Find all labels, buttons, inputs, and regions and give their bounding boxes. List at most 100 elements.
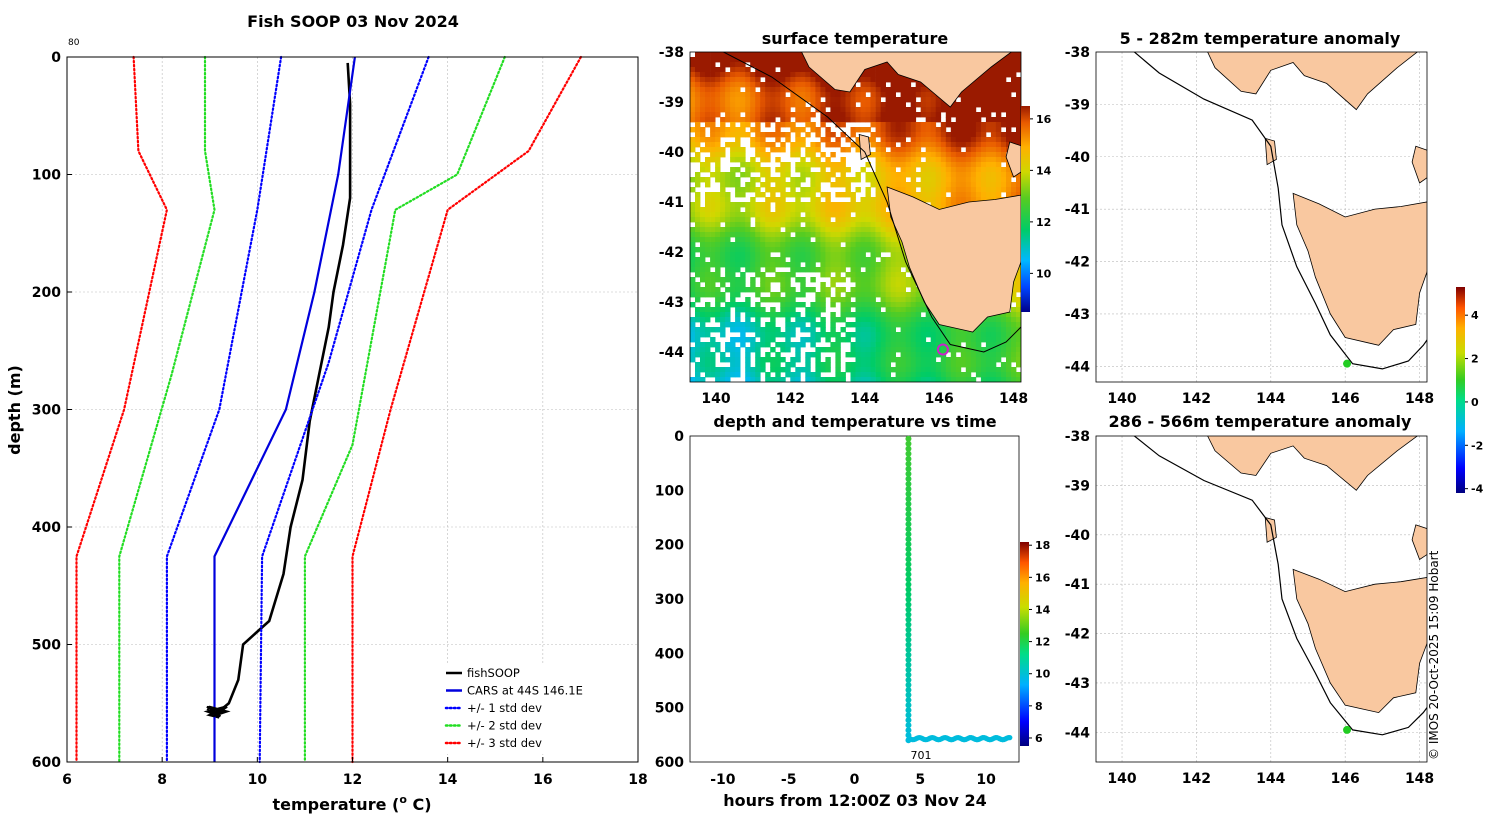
sst-cell bbox=[790, 297, 796, 303]
sst-cell bbox=[855, 117, 861, 123]
sst-cell bbox=[720, 202, 726, 208]
sst-cell bbox=[915, 327, 922, 333]
sst-cell bbox=[930, 132, 937, 138]
sst-cell bbox=[770, 347, 776, 353]
sst-cell bbox=[965, 182, 972, 188]
sst-cell bbox=[845, 332, 851, 338]
sst-cell bbox=[905, 357, 912, 363]
sst-cell bbox=[810, 97, 816, 103]
sst-cell bbox=[820, 137, 826, 143]
sst-cell bbox=[1016, 117, 1021, 123]
sst-cell bbox=[975, 352, 982, 358]
sst-cell bbox=[705, 112, 711, 118]
sst-cell bbox=[1006, 172, 1012, 178]
sst-cell bbox=[775, 277, 781, 283]
anomaly-colorbar bbox=[1456, 287, 1465, 493]
sst-cell bbox=[860, 297, 866, 303]
sst-cell bbox=[875, 82, 881, 88]
sst-cell bbox=[950, 167, 957, 173]
sst-cell bbox=[885, 87, 891, 93]
sst-cell bbox=[925, 97, 932, 103]
sst-cell bbox=[845, 292, 851, 298]
sst-cell bbox=[755, 77, 761, 83]
sst-cell bbox=[975, 132, 982, 138]
sst-cell bbox=[1006, 67, 1012, 73]
sst-cell bbox=[690, 102, 696, 108]
legend-label: +/- 3 std dev bbox=[467, 736, 542, 750]
sst-cell bbox=[740, 322, 746, 328]
sst-cell bbox=[1000, 172, 1007, 178]
sst-cell bbox=[840, 227, 846, 233]
sst-cell bbox=[975, 122, 982, 128]
sst-cell bbox=[1000, 117, 1007, 123]
sst-cell bbox=[900, 347, 906, 353]
sst-cell bbox=[750, 117, 756, 123]
sst-cell bbox=[860, 332, 866, 338]
sst-cell bbox=[910, 157, 917, 163]
time-point bbox=[905, 551, 912, 558]
sst-cell bbox=[900, 167, 906, 173]
sst-cell bbox=[800, 117, 806, 123]
sst-cell bbox=[830, 162, 836, 168]
sst-cell bbox=[705, 52, 711, 58]
sst-cell bbox=[995, 137, 1002, 143]
sst-cell bbox=[875, 322, 881, 328]
sst-cell bbox=[895, 347, 901, 353]
sst-cell bbox=[700, 212, 706, 218]
sst-cell bbox=[795, 57, 801, 63]
sst-cell bbox=[830, 342, 836, 348]
time-point bbox=[905, 687, 912, 694]
sst-cell bbox=[850, 222, 856, 228]
sst-cell bbox=[945, 177, 952, 183]
sst-cell bbox=[960, 107, 967, 113]
sst-cell bbox=[710, 287, 716, 293]
sst-cell bbox=[740, 282, 746, 288]
sst-cell bbox=[905, 142, 912, 148]
sst-cell bbox=[1011, 187, 1017, 193]
sst-cell bbox=[810, 207, 816, 213]
sst-cell bbox=[890, 272, 896, 278]
sst-cell bbox=[875, 302, 881, 308]
sst-cell bbox=[715, 212, 721, 218]
sst-cell bbox=[920, 337, 927, 343]
sst-cell bbox=[780, 182, 786, 188]
sst-cell bbox=[790, 102, 796, 108]
sst-cell bbox=[755, 217, 761, 223]
sst-cell bbox=[720, 257, 726, 263]
sst-cell bbox=[755, 92, 761, 98]
sst-cell bbox=[860, 207, 866, 213]
sst-cell bbox=[775, 92, 781, 98]
sst-cell bbox=[765, 117, 771, 123]
sst-cell bbox=[785, 342, 791, 348]
sst-cell bbox=[730, 62, 736, 68]
sst-cell bbox=[710, 342, 716, 348]
sst-cell bbox=[775, 102, 781, 108]
y-tick-label: 0 bbox=[51, 50, 61, 66]
sst-cell bbox=[870, 182, 876, 188]
sst-cell bbox=[830, 87, 836, 93]
sst-cell bbox=[785, 107, 791, 113]
sst-cell bbox=[820, 332, 826, 338]
sst-cell bbox=[835, 102, 841, 108]
sst-cell bbox=[875, 277, 881, 283]
sst-cell bbox=[875, 112, 881, 118]
sst-cell bbox=[890, 262, 896, 268]
sst-cell bbox=[815, 182, 821, 188]
sst-cell bbox=[1016, 82, 1021, 88]
sst-cell bbox=[910, 137, 917, 143]
time-point bbox=[905, 616, 912, 623]
legend-label: +/- 1 std dev bbox=[467, 701, 542, 715]
sst-cell bbox=[895, 277, 901, 283]
sst-cell bbox=[735, 282, 741, 288]
anomaly1-panel: 5 - 282m temperature anomaly 140 142 144 14… bbox=[1065, 29, 1484, 496]
sst-cell bbox=[715, 132, 721, 138]
sst-cell bbox=[915, 152, 922, 158]
sst-cell bbox=[825, 102, 831, 108]
sst-cell bbox=[805, 317, 811, 323]
sst-cell bbox=[755, 142, 761, 148]
sst-cell bbox=[730, 372, 736, 378]
sst-cell bbox=[820, 162, 826, 168]
sst-cell bbox=[830, 242, 836, 248]
sst-cell bbox=[980, 192, 987, 198]
sst-cell bbox=[705, 357, 711, 363]
